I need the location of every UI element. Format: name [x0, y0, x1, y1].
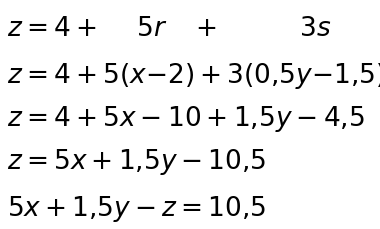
- Text: $z=5x+1{,}5y-10{,}5$: $z=5x+1{,}5y-10{,}5$: [7, 147, 267, 177]
- Text: $z=4+5(x{-}2)+3(0{,}5y{-}1{,}5)$: $z=4+5(x{-}2)+3(0{,}5y{-}1{,}5)$: [7, 61, 380, 91]
- Text: $z=4+5x-10+1{,}5y-4{,}5$: $z=4+5x-10+1{,}5y-4{,}5$: [7, 104, 365, 134]
- Text: $5x+1{,}5y-z=10{,}5$: $5x+1{,}5y-z=10{,}5$: [7, 194, 266, 224]
- Text: $z=4+\quad\ 5r\quad +\qquad\quad 3s$: $z=4+\quad\ 5r\quad +\qquad\quad 3s$: [7, 16, 332, 42]
